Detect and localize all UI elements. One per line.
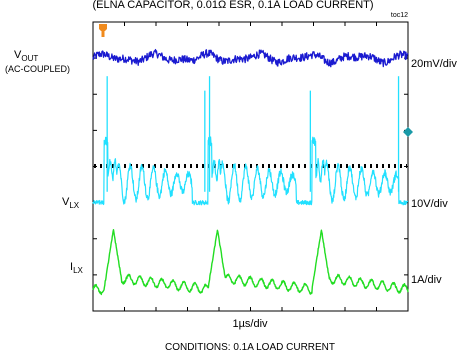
figure-id: toc12	[391, 12, 408, 19]
ilx-label: ILX	[70, 261, 84, 275]
vout-coupling-note: (AC-COUPLED)	[5, 64, 70, 74]
vout-scale: 20mV/div	[411, 58, 457, 70]
level-marker-icon	[403, 127, 413, 137]
conditions-caption: CONDITIONS: 0.1A LOAD CURRENT	[165, 342, 335, 353]
vlx-scale: 10V/div	[411, 198, 448, 210]
vlx-label: VLX	[62, 196, 80, 210]
vlx-trace	[92, 136, 409, 206]
vout-label: VOUT	[14, 49, 38, 63]
trigger-marker-icon	[99, 24, 107, 37]
top-title: (ELNA CAPACITOR, 0.01Ω ESR, 0.1A LOAD CU…	[92, 0, 373, 11]
ilx-trace	[92, 229, 409, 296]
waveform-traces	[92, 48, 409, 296]
ilx-scale: 1A/div	[411, 274, 442, 286]
time-scale-label: 1µs/div	[232, 318, 268, 330]
vout-trace	[92, 48, 409, 68]
